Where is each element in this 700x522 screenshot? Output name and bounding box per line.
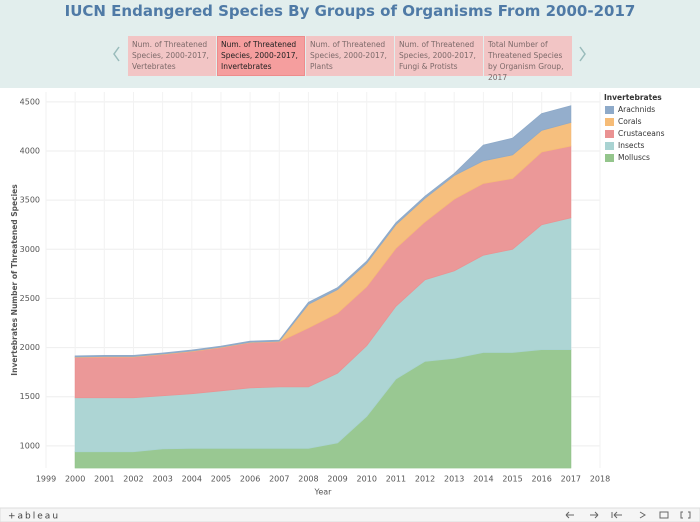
legend-swatch xyxy=(605,154,614,162)
x-tick-label: 2013 xyxy=(444,475,464,484)
x-tick-label: 1999 xyxy=(36,475,56,484)
story-point[interactable]: Num. of Threatened Species, 2000-2017, V… xyxy=(128,36,216,76)
x-tick-label: 2002 xyxy=(123,475,143,484)
y-tick-label: 3000 xyxy=(20,245,40,254)
y-tick-label: 1500 xyxy=(20,392,40,401)
legend-label: Crustaceans xyxy=(618,129,665,138)
x-tick-label: 2015 xyxy=(502,475,522,484)
x-tick-label: 2009 xyxy=(327,475,347,484)
legend-swatch xyxy=(605,130,614,138)
y-tick-label: 4500 xyxy=(20,97,40,106)
x-tick-label: 2006 xyxy=(240,475,260,484)
story-point[interactable]: Num. of Threatened Species, 2000-2017, I… xyxy=(217,36,305,76)
x-tick-label: 2011 xyxy=(386,475,406,484)
y-axis-label: Invertebrates Number of Threatened Speci… xyxy=(10,184,19,376)
x-tick-label: 2004 xyxy=(182,475,202,484)
legend-label: Insects xyxy=(618,141,645,150)
x-tick-label: 2016 xyxy=(532,475,552,484)
x-tick-label: 2010 xyxy=(357,475,377,484)
legend-label: Arachnids xyxy=(618,105,655,114)
x-tick-label: 2001 xyxy=(94,475,114,484)
area xyxy=(74,121,572,358)
legend-label: Corals xyxy=(618,117,642,126)
y-tick-label: 3500 xyxy=(20,196,40,205)
x-tick-label: 2012 xyxy=(415,475,435,484)
next-arrow[interactable] xyxy=(579,46,586,62)
legend-swatch xyxy=(605,142,614,150)
panel xyxy=(0,88,700,508)
area xyxy=(74,105,572,358)
prev-arrow[interactable] xyxy=(113,46,120,62)
x-tick-label: 2000 xyxy=(65,475,85,484)
story-point[interactable]: Num. of Threatened Species, 2000-2017, P… xyxy=(306,36,394,76)
legend-label: Molluscs xyxy=(618,153,650,162)
legend-swatch xyxy=(605,118,614,126)
x-tick-label: 2007 xyxy=(269,475,289,484)
legend-swatch xyxy=(605,106,614,114)
x-tick-label: 2017 xyxy=(561,475,581,484)
toolbar-icons[interactable] xyxy=(565,511,691,519)
area xyxy=(74,217,572,453)
x-axis-label: Year xyxy=(314,488,333,497)
x-tick-label: 2008 xyxy=(298,475,318,484)
y-tick-label: 2500 xyxy=(20,294,40,303)
story-title: IUCN Endangered Species By Groups of Org… xyxy=(64,2,636,20)
story-point[interactable]: Num. of Threatened Species, 2000-2017, F… xyxy=(395,36,483,76)
x-tick-label: 2018 xyxy=(590,475,610,484)
x-tick-label: 2014 xyxy=(473,475,493,484)
x-tick-label: 2005 xyxy=(211,475,231,484)
story-point[interactable]: Total Number of Threatened Species by Or… xyxy=(484,36,572,82)
y-tick-label: 4000 xyxy=(20,146,40,155)
toolbar xyxy=(0,507,700,522)
y-tick-label: 1000 xyxy=(20,441,40,450)
area xyxy=(74,145,572,399)
area xyxy=(74,349,572,469)
legend-title: Invertebrates xyxy=(604,93,662,102)
x-tick-label: 2003 xyxy=(152,475,172,484)
y-tick-label: 2000 xyxy=(20,343,40,352)
logo: +ableau xyxy=(8,512,60,522)
